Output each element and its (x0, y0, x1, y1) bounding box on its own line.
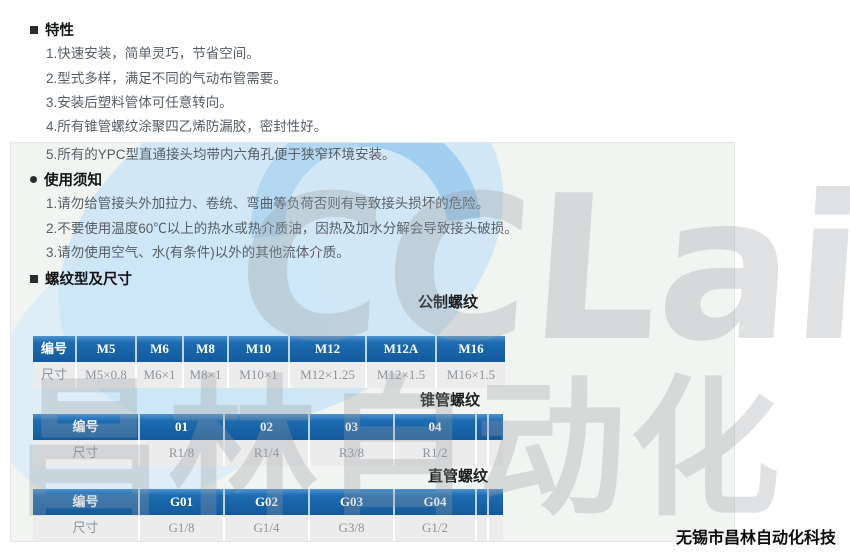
data-cell: R1/2 (393, 440, 475, 466)
row-label-cell: 尺寸 (33, 515, 138, 541)
header-cell: 编号 (33, 489, 138, 515)
company-name: 无锡市昌林自动化科技 (676, 530, 837, 547)
header-cell: M16 (435, 336, 505, 362)
data-cell: M10×1 (227, 362, 288, 388)
data-cell: M16×1.5 (435, 362, 505, 388)
feature-item: 1.快速安装，简单灵巧，节省空间。 (46, 46, 260, 61)
table-label-metric: 公制螺纹 (418, 294, 479, 311)
table-header-row: 编号 G01 G02 G03 G04 (33, 489, 503, 515)
data-cell: G1/2 (393, 515, 475, 541)
header-cell-empty (487, 414, 503, 440)
table-header-row: 编号 M5 M6 M8 M10 M12 M12A M16 (33, 336, 505, 362)
data-cell: R1/8 (138, 440, 223, 466)
table-row: 尺寸 R1/8 R1/4 R3/8 R1/2 (33, 440, 503, 466)
data-cell: R3/8 (308, 440, 393, 466)
feature-item: 2.型式多样，满足不同的气动布管需要。 (46, 71, 287, 86)
data-cell-empty (487, 440, 503, 466)
metric-thread-table: 编号 M5 M6 M8 M10 M12 M12A M16 尺寸 M5×0.8 M… (33, 336, 505, 388)
header-cell: M12 (288, 336, 365, 362)
table-header-row: 编号 01 02 03 04 (33, 414, 503, 440)
square-bullet-icon (30, 25, 38, 34)
data-cell: M12×1.25 (288, 362, 365, 388)
data-cell: M5×0.8 (75, 362, 135, 388)
header-cell: G01 (138, 489, 223, 515)
row-label-cell: 尺寸 (33, 440, 138, 466)
feature-item: 3.安装后塑料管体可任意转向。 (46, 95, 233, 110)
data-cell-empty (475, 440, 487, 466)
header-cell: 04 (393, 414, 475, 440)
table-label-straight: 直管螺纹 (428, 468, 489, 485)
data-cell-empty (487, 515, 503, 541)
data-cell: M8×1 (182, 362, 227, 388)
square-bullet-icon (30, 274, 38, 283)
section-title-features: 特性 (30, 19, 74, 40)
header-cell: 02 (223, 414, 308, 440)
header-cell: M10 (227, 336, 288, 362)
section-title-text: 使用须知 (44, 173, 102, 189)
header-cell: M12A (365, 336, 435, 362)
header-cell-empty (475, 489, 487, 515)
data-cell-empty (475, 515, 487, 541)
table-label-taper: 锥管螺纹 (420, 392, 481, 409)
taper-thread-table: 编号 01 02 03 04 尺寸 R1/8 R1/4 R3/8 R1/2 (33, 414, 503, 466)
data-cell: G1/4 (223, 515, 308, 541)
row-label-cell: 尺寸 (33, 362, 75, 388)
feature-item: 5.所有的YPC型直通接头均带内六角孔便于狭窄环境安装。 (46, 147, 396, 162)
table-row: 尺寸 G1/8 G1/4 G3/8 G1/2 (33, 515, 503, 541)
data-cell: R1/4 (223, 440, 308, 466)
header-cell: 编号 (33, 336, 75, 362)
data-cell: M6×1 (135, 362, 182, 388)
header-cell: 01 (138, 414, 223, 440)
note-item: 1.请勿给管接头外加拉力、卷统、弯曲等负荷否则有导致接头损坏的危险。 (46, 196, 490, 211)
header-cell: G02 (223, 489, 308, 515)
header-cell: 编号 (33, 414, 138, 440)
note-item: 2.不要使用温度60℃以上的热水或热介质油，因热及加水分解会导致接头破损。 (46, 221, 518, 236)
header-cell: G04 (393, 489, 475, 515)
straight-thread-table: 编号 G01 G02 G03 G04 尺寸 G1/8 G1/4 G3/8 G1/… (33, 489, 503, 541)
data-cell: G1/8 (138, 515, 223, 541)
table-row: 尺寸 M5×0.8 M6×1 M8×1 M10×1 M12×1.25 M12×1… (33, 362, 505, 388)
section-title-notes: 使用须知 (30, 169, 102, 190)
header-cell: M6 (135, 336, 182, 362)
section-title-threads: 螺纹型及尺寸 (30, 268, 132, 289)
header-cell: G03 (308, 489, 393, 515)
data-cell: M12×1.5 (365, 362, 435, 388)
header-cell: M8 (182, 336, 227, 362)
circle-bullet-icon (30, 176, 37, 183)
data-cell: G3/8 (308, 515, 393, 541)
section-title-text: 螺纹型及尺寸 (45, 272, 132, 288)
header-cell: M5 (75, 336, 135, 362)
header-cell-empty (475, 414, 487, 440)
section-title-text: 特性 (45, 23, 74, 39)
header-cell-empty (487, 489, 503, 515)
feature-item: 4.所有锥管螺纹涂聚四乙烯防漏胶，密封性好。 (46, 119, 328, 134)
header-cell: 03 (308, 414, 393, 440)
note-item: 3.请勿使用空气、水(有条件)以外的其他流体介质。 (46, 245, 350, 260)
